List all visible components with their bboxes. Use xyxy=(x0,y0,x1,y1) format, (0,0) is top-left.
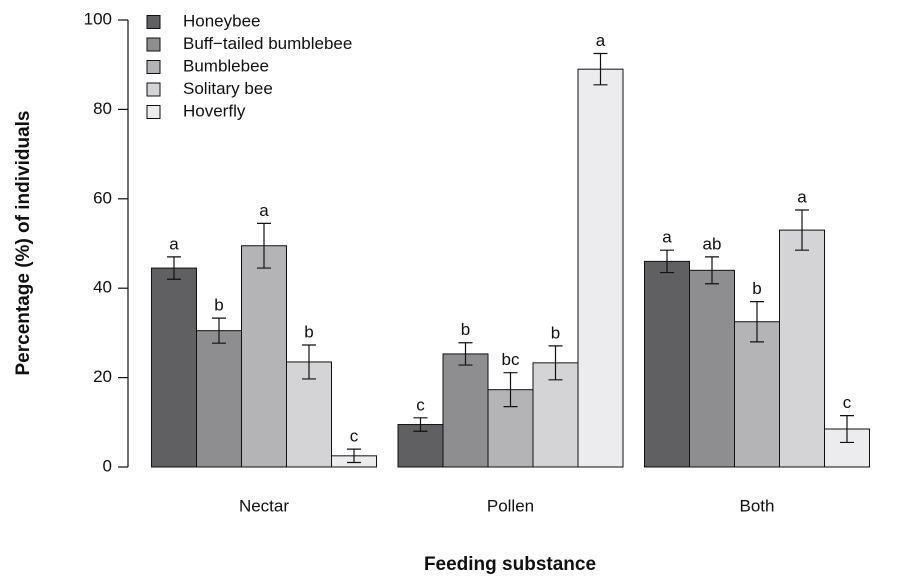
y-tick-label: 40 xyxy=(93,278,112,297)
significance-letter: a xyxy=(596,31,606,50)
bar xyxy=(577,68,624,468)
significance-letter: c xyxy=(843,393,852,412)
significance-letter: c xyxy=(416,395,425,414)
significance-letter: b xyxy=(304,322,313,341)
error-bar xyxy=(212,317,226,344)
x-tick-label: Both xyxy=(740,496,775,515)
significance-letter: a xyxy=(259,201,269,220)
significance-letter: c xyxy=(350,427,359,446)
x-tick-label: Pollen xyxy=(487,496,534,515)
significance-letter: ab xyxy=(703,234,722,253)
error-bar xyxy=(257,222,271,269)
y-tick-label: 100 xyxy=(84,9,112,28)
error-bar xyxy=(705,256,719,285)
error-bar xyxy=(750,301,764,343)
y-tick-label: 80 xyxy=(93,99,112,118)
significance-letter: a xyxy=(797,187,807,206)
significance-letter: b xyxy=(551,323,560,342)
legend-label: Hoverfly xyxy=(183,101,246,120)
error-bar xyxy=(660,249,674,274)
significance-letter: a xyxy=(169,234,179,253)
legend-label: Solitary bee xyxy=(183,79,273,98)
bar xyxy=(286,361,332,468)
error-bar xyxy=(593,52,608,86)
legend-swatch xyxy=(146,60,161,74)
bar xyxy=(151,267,197,468)
legend-swatch xyxy=(146,82,161,97)
bar xyxy=(442,353,489,468)
y-tick-label: 60 xyxy=(93,188,112,207)
significance-letter: b xyxy=(214,296,223,315)
significance-letter: a xyxy=(662,228,672,247)
error-bar xyxy=(347,448,361,464)
legend-label: Bumblebee xyxy=(183,56,269,75)
bar xyxy=(734,321,780,468)
y-axis-label: Percentage (%) of individuals xyxy=(13,111,34,376)
x-tick-label: Nectar xyxy=(239,496,289,515)
legend-label: Buff−tailed bumblebee xyxy=(183,34,352,53)
legend-swatch xyxy=(146,105,161,119)
x-axis-label: Feeding substance xyxy=(424,554,596,575)
error-bar xyxy=(795,209,809,251)
legend-swatch xyxy=(146,15,161,29)
bar xyxy=(196,330,242,468)
significance-letter: b xyxy=(752,279,761,298)
error-bar xyxy=(302,344,316,380)
error-bar xyxy=(840,414,854,444)
bar xyxy=(644,260,690,468)
error-bar xyxy=(548,345,563,381)
bar xyxy=(689,269,735,468)
bar xyxy=(241,245,287,468)
error-bar xyxy=(503,372,518,408)
error-bar xyxy=(458,342,473,366)
y-tick-label: 0 xyxy=(103,456,112,475)
error-bar xyxy=(413,417,428,432)
significance-letter: bc xyxy=(502,350,520,369)
significance-letter: b xyxy=(461,320,470,339)
legend-swatch xyxy=(146,37,161,52)
bar xyxy=(779,229,825,468)
legend-label: Honeybee xyxy=(183,11,261,30)
error-bar xyxy=(167,256,181,280)
y-tick-label: 20 xyxy=(93,367,112,386)
